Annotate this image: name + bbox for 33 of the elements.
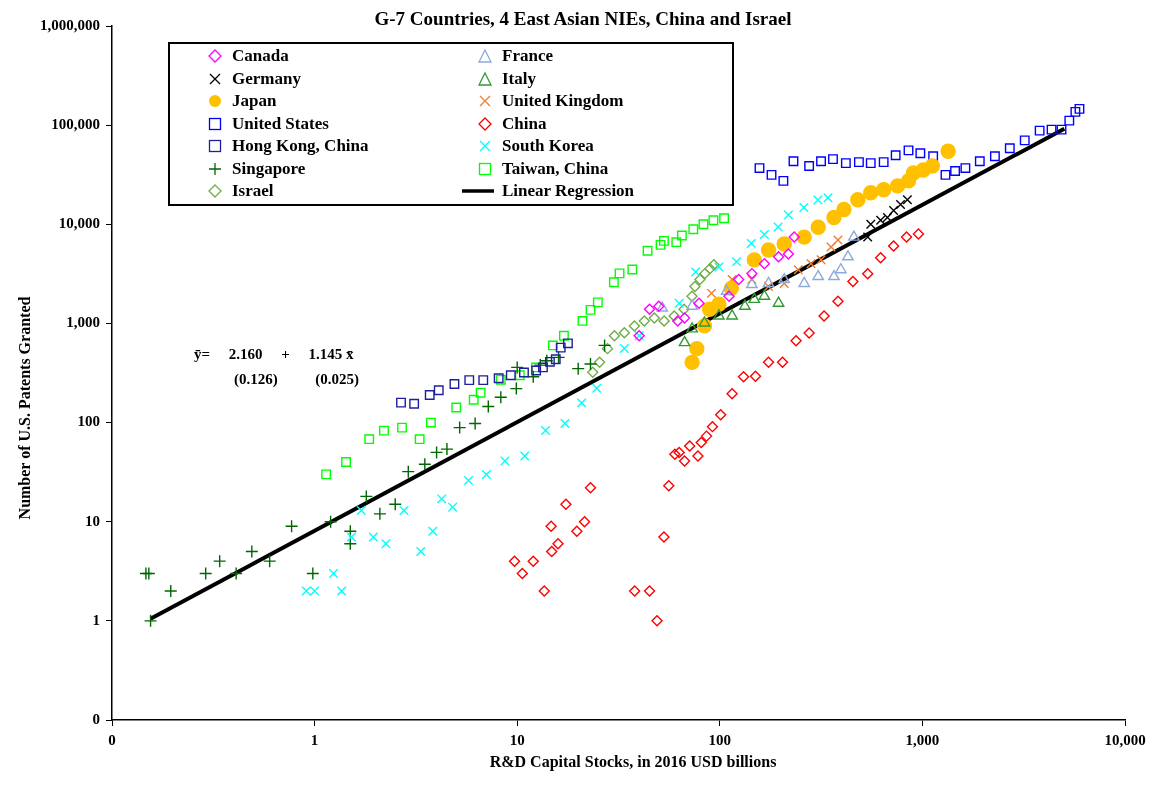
y-tick-label: 10,000	[58, 215, 100, 232]
legend-label: France	[502, 45, 553, 67]
legend-label: China	[502, 112, 547, 135]
x-tick-label: 10,000	[1104, 731, 1146, 748]
legend-label: Hong Kong, China	[232, 135, 369, 157]
x-tick-label: 10	[509, 731, 525, 748]
legend-label: South Korea	[502, 135, 594, 157]
legend-label: United States	[232, 112, 329, 135]
legend-label: Singapore	[232, 157, 306, 180]
x-tick-label: 1,000	[905, 731, 940, 748]
x-tick-label: 0	[108, 731, 116, 748]
y-tick-label: 1	[92, 611, 100, 628]
annotation: ȳ= 2.160 + 1.145 x̄	[194, 346, 354, 363]
x-tick-label: 100	[708, 731, 732, 748]
y-axis-title: Number of U.S. Patents Granted	[16, 296, 34, 520]
legend-label: United Kingdom	[502, 90, 624, 112]
y-tick-label: 100,000	[51, 116, 100, 133]
legend-label: Canada	[232, 45, 289, 67]
chart-title: G-7 Countries, 4 East Asian NIEs, China and Israel	[374, 8, 792, 29]
legend-label: Linear Regression	[502, 180, 635, 202]
y-tick-label: 1,000,000	[40, 16, 100, 33]
y-tick-label: 100	[77, 413, 100, 430]
annotation: (0.126) (0.025)	[234, 371, 359, 388]
legend-label: Italy	[502, 67, 536, 90]
legend-label: Taiwan, China	[502, 157, 609, 180]
y-tick-label: 1,000	[66, 314, 100, 331]
legend-label: Japan	[232, 90, 277, 112]
x-axis-title: R&D Capital Stocks, in 2016 USD billions	[488, 753, 778, 771]
legend-label: Israel	[232, 180, 274, 202]
y-tick-label: 0	[92, 710, 100, 727]
x-tick-label: 1	[310, 731, 319, 748]
y-tick-label: 10	[85, 512, 100, 529]
legend-label: Germany	[232, 67, 301, 90]
